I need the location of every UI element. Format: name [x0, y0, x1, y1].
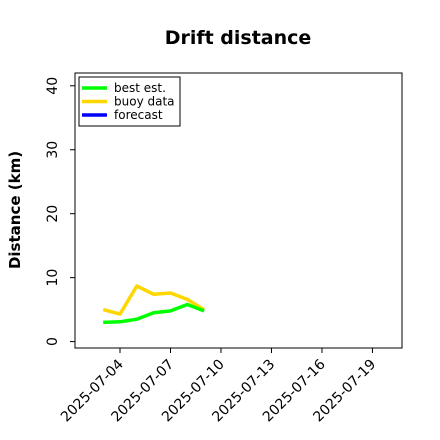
- y-tick-label: 10: [45, 269, 61, 287]
- legend-label: best est.: [114, 81, 166, 95]
- y-tick-label: 0: [45, 337, 61, 346]
- y-tick-label: 30: [45, 141, 61, 159]
- series-line-best-est-: [103, 302, 205, 325]
- plot-area: [74, 72, 403, 349]
- legend-label: forecast: [114, 108, 163, 122]
- y-axis-label: Distance (km): [6, 151, 24, 269]
- y-tick-label: 20: [45, 205, 61, 223]
- series-line-buoy-data: [102, 284, 206, 316]
- series-layer: [102, 284, 206, 325]
- x-axis: 2025-07-042025-07-072025-07-102025-07-13…: [58, 348, 379, 425]
- legend-label: buoy data: [114, 95, 175, 109]
- chart-title: Drift distance: [165, 27, 312, 49]
- y-axis: 0 10 20 30 40: [45, 77, 75, 346]
- y-tick-label: 40: [45, 77, 61, 95]
